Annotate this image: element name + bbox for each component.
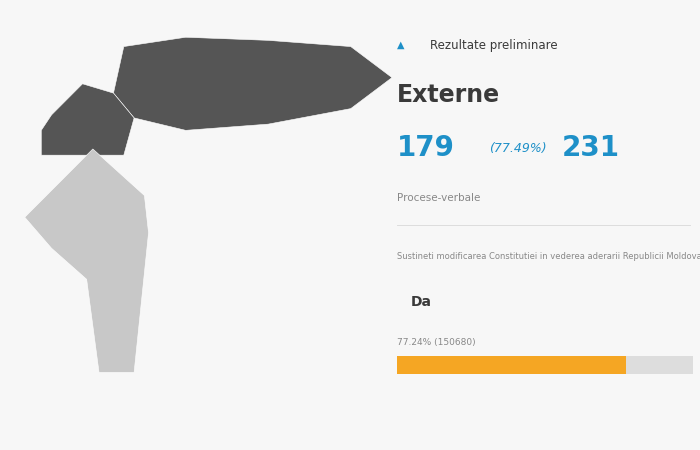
Text: Da: Da — [410, 294, 431, 309]
Polygon shape — [25, 149, 148, 373]
Text: 77.24% (150680): 77.24% (150680) — [398, 338, 476, 346]
Text: Externe: Externe — [398, 82, 500, 107]
Text: Sustineti modificarea Constitutiei in vederea aderarii Republicii Moldova la Uni: Sustineti modificarea Constitutiei in ve… — [398, 252, 700, 261]
FancyBboxPatch shape — [398, 356, 626, 374]
Polygon shape — [41, 84, 134, 155]
Text: Procese-verbale: Procese-verbale — [398, 193, 481, 203]
Text: 179: 179 — [398, 135, 455, 162]
Text: (77.49%): (77.49%) — [489, 142, 547, 155]
Polygon shape — [113, 37, 392, 130]
Text: Rezultate preliminare: Rezultate preliminare — [430, 39, 558, 51]
Text: 231: 231 — [562, 135, 620, 162]
FancyBboxPatch shape — [398, 356, 694, 374]
Text: ▲: ▲ — [398, 40, 405, 50]
